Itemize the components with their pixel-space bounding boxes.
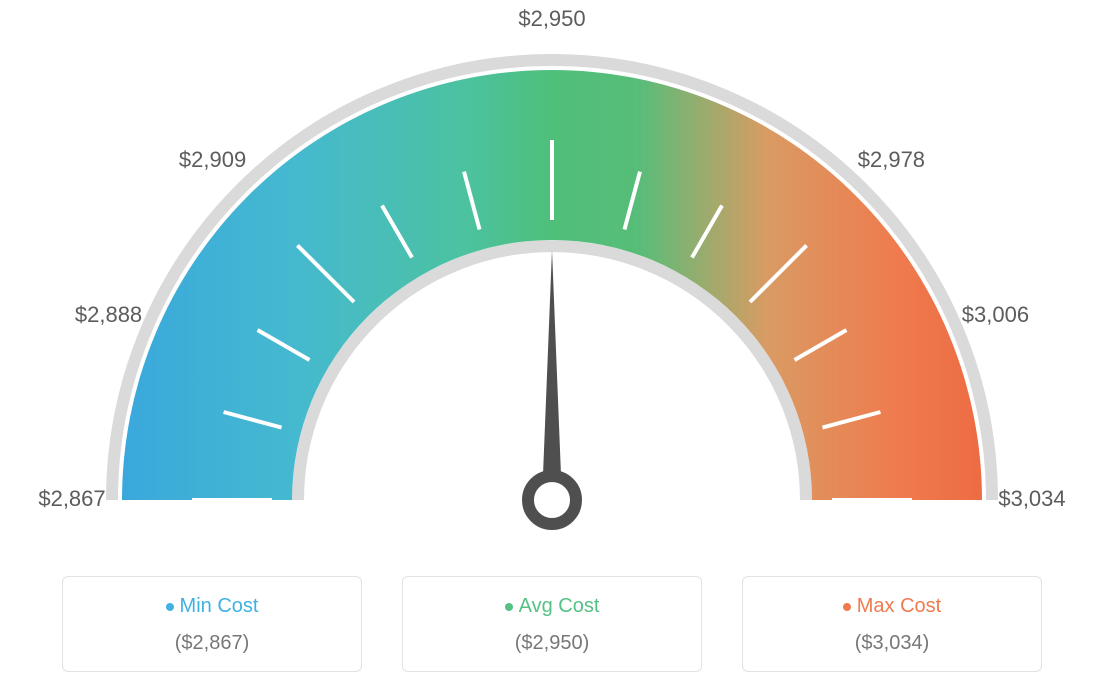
legend-label: Max Cost (857, 595, 941, 618)
legend-label: Avg Cost (519, 595, 600, 618)
gauge-needle (542, 250, 562, 500)
gauge-tick-label: $2,909 (173, 147, 253, 173)
legend-value: ($2,867) (63, 632, 361, 655)
gauge-chart (0, 0, 1104, 560)
legend-card-max: Max Cost ($3,034) (742, 576, 1042, 672)
legend-title-min: Min Cost (166, 595, 259, 618)
legend-value: ($2,950) (403, 632, 701, 655)
dot-icon (166, 603, 174, 611)
gauge-tick-label: $2,950 (512, 6, 592, 32)
gauge-tick-label: $2,867 (32, 486, 112, 512)
legend-label: Min Cost (180, 595, 259, 618)
chart-container: $2,867 $2,888 $2,909 $2,950 $2,978 $3,006 $3,0… (0, 0, 1104, 690)
legend-card-min: Min Cost ($2,867) (62, 576, 362, 672)
legend-row: Min Cost ($2,867) Avg Cost ($2,950) Max … (0, 576, 1104, 672)
legend-card-avg: Avg Cost ($2,950) (402, 576, 702, 672)
legend-value: ($3,034) (743, 632, 1041, 655)
legend-title-avg: Avg Cost (505, 595, 600, 618)
legend-title-max: Max Cost (843, 595, 941, 618)
dot-icon (505, 603, 513, 611)
gauge-tick-label: $3,034 (992, 486, 1072, 512)
gauge-tick-label: $3,006 (955, 302, 1035, 328)
gauge-tick-label: $2,888 (69, 302, 149, 328)
gauge-hub (528, 476, 576, 524)
dot-icon (843, 603, 851, 611)
gauge-tick-label: $2,978 (851, 147, 931, 173)
